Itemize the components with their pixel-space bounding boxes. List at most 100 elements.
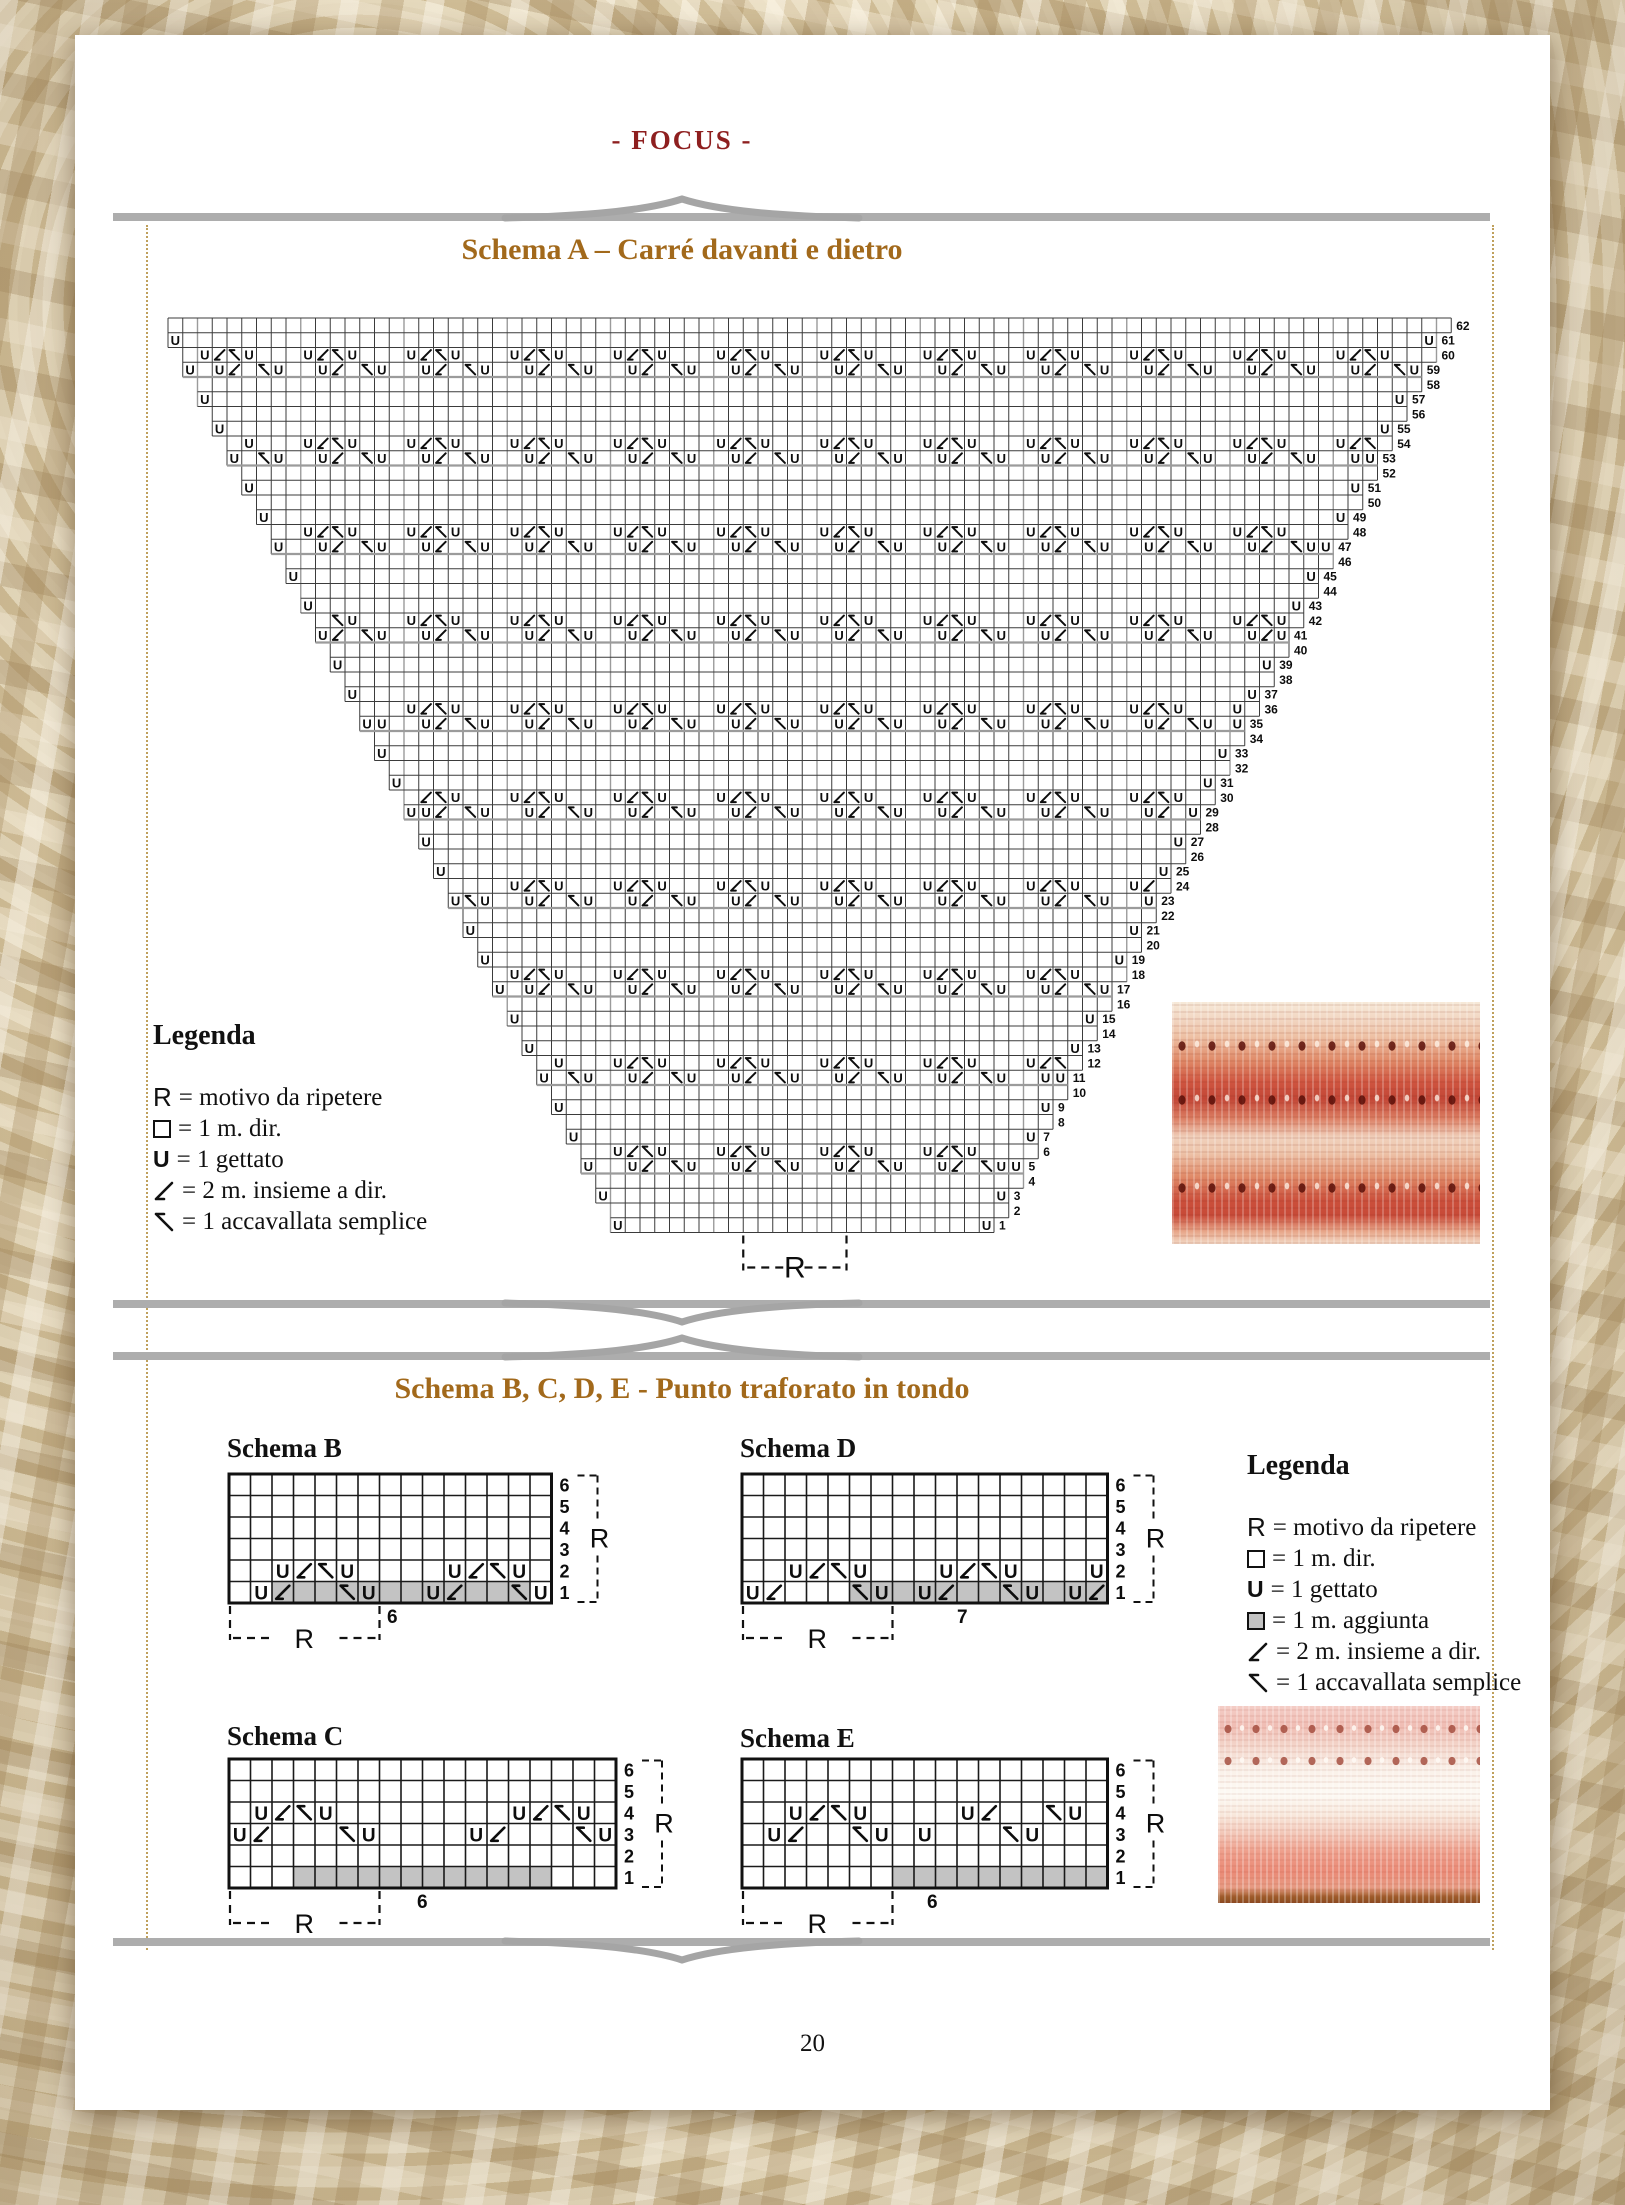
svg-text:U: U (421, 451, 430, 466)
svg-text:U: U (1203, 716, 1212, 731)
schema-row-number: 2 (560, 1562, 570, 1582)
svg-text:U: U (938, 451, 947, 466)
svg-text:U: U (318, 628, 327, 643)
svg-text:U: U (1395, 392, 1404, 407)
repeat-symbol: R (1247, 1512, 1266, 1542)
svg-text:U: U (348, 687, 357, 702)
knit-sample-photo-1 (1172, 1002, 1480, 1244)
svg-text:U: U (1203, 539, 1212, 554)
svg-text:45: 45 (1324, 570, 1338, 584)
svg-text:U: U (657, 1144, 666, 1159)
svg-text:U: U (613, 1056, 622, 1071)
svg-text:U: U (1380, 348, 1389, 363)
svg-text:U: U (923, 967, 932, 982)
svg-text:U: U (657, 1056, 666, 1071)
svg-text:U: U (1115, 952, 1124, 967)
legend-item: = 1 m. dir. (153, 1113, 513, 1144)
svg-text:U: U (716, 436, 725, 451)
svg-text:U: U (761, 702, 770, 717)
svg-text:U: U (820, 879, 829, 894)
svg-text:U: U (421, 628, 430, 643)
svg-text:19: 19 (1132, 953, 1146, 967)
svg-text:U: U (1100, 539, 1109, 554)
legend-a-heading: Legenda (153, 1020, 256, 1051)
svg-text:U: U (1026, 1056, 1035, 1071)
svg-text:U: U (480, 451, 489, 466)
svg-text:U: U (1336, 348, 1345, 363)
schema-b-title: Schema B (227, 1433, 342, 1463)
schema-repeat-count: 6 (927, 1892, 938, 1913)
svg-text:U: U (1247, 362, 1256, 377)
svg-text:U: U (716, 348, 725, 363)
svg-text:U: U (525, 628, 534, 643)
svg-text:U: U (539, 1070, 548, 1085)
svg-text:U: U (1247, 539, 1256, 554)
schema-right-repeat-label: R (1146, 1809, 1166, 1839)
svg-text:U: U (480, 362, 489, 377)
svg-text:U: U (1144, 539, 1153, 554)
legend-schemas-bcde: Legenda R = motivo da ripetere = 1 m. dir.… (1247, 1450, 1537, 1698)
svg-text:U: U (1100, 805, 1109, 820)
legend-a-items: R = motivo da ripetere = 1 m. dir. U = 1 get… (153, 1082, 513, 1237)
svg-text:U: U (967, 1144, 976, 1159)
svg-text:U: U (421, 362, 430, 377)
svg-text:U: U (377, 716, 386, 731)
svg-text:U: U (746, 1583, 760, 1604)
svg-text:U: U (584, 628, 593, 643)
svg-text:U: U (1041, 893, 1050, 908)
svg-text:U: U (923, 525, 932, 540)
svg-text:U: U (584, 805, 593, 820)
svg-text:U: U (893, 1070, 902, 1085)
page-header: - FOCUS - (611, 125, 753, 155)
svg-text:U: U (1129, 436, 1138, 451)
svg-text:U: U (628, 451, 637, 466)
svg-text:U: U (1218, 746, 1227, 761)
chart-a-repeat-lines (182, 375, 1422, 1175)
svg-text:U: U (767, 1825, 781, 1846)
svg-text:U: U (1070, 879, 1079, 894)
svg-text:U: U (820, 436, 829, 451)
svg-text:U: U (319, 1804, 333, 1825)
svg-text:U: U (1277, 436, 1286, 451)
svg-text:U: U (716, 1056, 725, 1071)
schema-bottom-repeat-label: R (295, 1909, 315, 1939)
svg-text:51: 51 (1368, 481, 1382, 495)
svg-text:U: U (525, 1041, 534, 1056)
svg-text:U: U (834, 362, 843, 377)
svg-text:U: U (1159, 864, 1168, 879)
svg-text:U: U (510, 436, 519, 451)
svg-text:U: U (451, 790, 460, 805)
svg-text:U: U (469, 1825, 483, 1846)
svg-text:U: U (893, 982, 902, 997)
svg-text:U: U (923, 1144, 932, 1159)
svg-text:U: U (554, 613, 563, 628)
svg-text:U: U (348, 613, 357, 628)
svg-text:U: U (967, 879, 976, 894)
svg-text:U: U (820, 1144, 829, 1159)
svg-text:U: U (1174, 436, 1183, 451)
svg-text:U: U (997, 539, 1006, 554)
svg-text:U: U (525, 893, 534, 908)
schema-row-number: 6 (1116, 1476, 1126, 1496)
svg-text:U: U (510, 525, 519, 540)
svg-text:27: 27 (1191, 835, 1205, 849)
schema-row-number: 4 (1116, 1519, 1126, 1539)
svg-text:U: U (480, 539, 489, 554)
svg-text:U: U (893, 539, 902, 554)
svg-text:30: 30 (1220, 791, 1234, 805)
svg-text:U: U (1041, 362, 1050, 377)
svg-text:U: U (274, 362, 283, 377)
svg-text:U: U (1247, 687, 1256, 702)
svg-text:U: U (377, 451, 386, 466)
svg-text:U: U (495, 982, 504, 997)
svg-text:U: U (864, 1144, 873, 1159)
svg-text:U: U (451, 613, 460, 628)
left-dotted-border (146, 225, 148, 1950)
legend-item-text: = 1 m. dir. (178, 1114, 282, 1142)
svg-text:U: U (657, 348, 666, 363)
svg-text:U: U (1306, 539, 1315, 554)
legend-item: R = motivo da ripetere (153, 1082, 513, 1113)
svg-text:U: U (421, 834, 430, 849)
svg-text:U: U (628, 1159, 637, 1174)
svg-text:U: U (1041, 982, 1050, 997)
